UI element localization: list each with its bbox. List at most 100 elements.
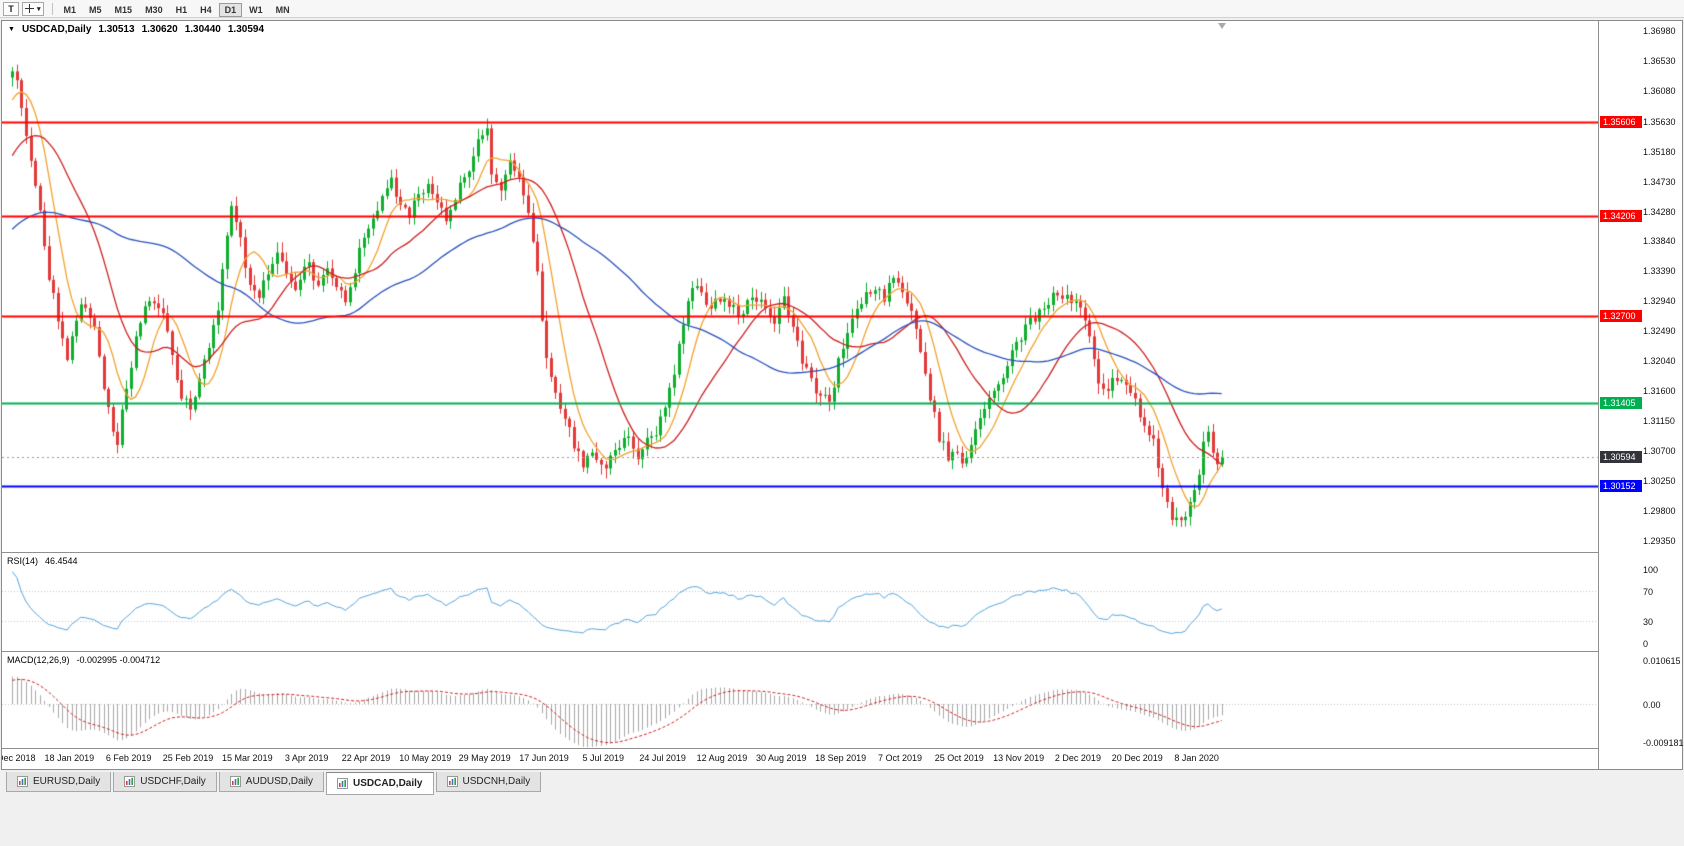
pane-divider[interactable] xyxy=(2,552,1682,553)
date-label: 18 Sep 2019 xyxy=(815,753,867,763)
date-label: 7 Oct 2019 xyxy=(877,753,922,763)
tab-usdcnh-daily[interactable]: USDCNH,Daily xyxy=(435,772,542,792)
timeframe-toolbar: M1 M5 M15 M30 H1 H4 D1 W1 MN xyxy=(58,0,297,18)
date-label: 22 Apr 2019 xyxy=(341,753,391,763)
chart-tab-icon xyxy=(17,776,28,787)
price-axis-tick: 1.31150 xyxy=(1643,415,1675,426)
price-level-label: 1.35606 xyxy=(1600,116,1642,129)
price-axis-tick: 1.33390 xyxy=(1643,266,1676,277)
macd-axis-tick: 0.00 xyxy=(1643,699,1661,710)
price-axis-tick: 1.30250 xyxy=(1643,475,1676,486)
timeframe-button-h1[interactable]: H1 xyxy=(175,4,188,15)
chart-window: ▼ USDCAD,Daily 1.30513 1.30620 1.30440 1… xyxy=(1,20,1684,770)
price-axis-tick: 1.35630 xyxy=(1643,116,1676,127)
tab-eurusd-daily[interactable]: EURUSD,Daily xyxy=(6,772,112,792)
price-axis-tick: 1.32940 xyxy=(1643,296,1676,307)
symbol-dropdown-icon[interactable]: ▼ xyxy=(8,25,15,33)
timeframe-button-m30[interactable]: M30 xyxy=(145,4,163,15)
price-level-label: 1.30594 xyxy=(1600,450,1642,463)
time-axis[interactable]: 31 Dec 2018 18 Jan 2019 6 Feb 2019 25 Feb 2… xyxy=(2,749,1598,769)
price-axis-tick: 1.36080 xyxy=(1643,86,1676,97)
templates-button[interactable]: T xyxy=(3,1,19,16)
macd-axis-tick: -0.009181 xyxy=(1643,738,1684,748)
tab-usdchf-daily[interactable]: USDCHF,Daily xyxy=(113,772,217,792)
date-label: 24 Jul 2019 xyxy=(639,753,686,763)
price-level-label: 1.31405 xyxy=(1600,396,1642,409)
chart-ohlc-readout: ▼ USDCAD,Daily 1.30513 1.30620 1.30440 1… xyxy=(8,24,264,35)
price-axis-tick: 1.30700 xyxy=(1643,445,1676,456)
date-label: 25 Oct 2019 xyxy=(934,753,984,763)
tab-audusd-daily[interactable]: AUDUSD,Daily xyxy=(218,772,325,792)
rsi-header[interactable]: RSI(14) 46.4544 xyxy=(7,556,78,566)
date-label: 30 Aug 2019 xyxy=(756,753,807,763)
timeframe-button-h4[interactable]: H4 xyxy=(200,4,212,15)
price-axis-tick: 1.33840 xyxy=(1643,236,1676,247)
macd-values: -0.002995 -0.004712 xyxy=(76,655,161,665)
date-label: 10 May 2019 xyxy=(399,753,452,763)
tab-label: USDCNH,Daily xyxy=(462,776,531,787)
price-level-label: 1.32700 xyxy=(1600,310,1642,323)
date-label: 8 Jan 2020 xyxy=(1174,753,1219,763)
date-label: 25 Feb 2019 xyxy=(162,753,214,763)
macd-label: MACD(12,26,9) xyxy=(7,655,70,665)
price-axis[interactable]: 1.36980 1.36530 1.36080 1.35630 1.35180 1.347… xyxy=(1598,21,1684,769)
date-label: 20 Dec 2019 xyxy=(1111,753,1163,763)
price-axis-tick: 1.32040 xyxy=(1643,356,1676,367)
main-chart-canvas[interactable] xyxy=(2,21,1598,552)
rsi-axis-tick: 0 xyxy=(1643,639,1649,649)
ohlc-low: 1.30440 xyxy=(184,24,221,35)
ohlc-open: 1.30513 xyxy=(98,24,135,35)
timeframe-button-m15[interactable]: M15 xyxy=(114,4,133,15)
price-axis-tick: 1.29800 xyxy=(1643,505,1676,516)
price-level-label: 1.34206 xyxy=(1600,209,1642,222)
toolbar: T ▾ M1 M5 M15 M30 H1 H4 D1 W1 MN xyxy=(0,0,1684,18)
price-axis-tick: 1.32490 xyxy=(1643,326,1676,337)
rsi-label: RSI(14) xyxy=(7,556,39,566)
timeframe-button-w1[interactable]: W1 xyxy=(249,4,263,15)
date-label: 13 Nov 2019 xyxy=(993,753,1045,763)
date-label: 29 May 2019 xyxy=(458,753,511,763)
price-axis-tick: 1.29350 xyxy=(1643,535,1676,546)
crosshair-tool-button[interactable]: ▾ xyxy=(22,1,44,16)
timeframe-button-d1[interactable]: D1 xyxy=(218,2,243,17)
date-label: 31 Dec 2018 xyxy=(2,753,36,763)
rsi-axis-tick: 100 xyxy=(1643,565,1659,575)
chart-tab-icon xyxy=(124,776,136,787)
macd-indicator-canvas[interactable] xyxy=(2,652,1598,748)
date-label: 3 Apr 2019 xyxy=(284,753,329,763)
tab-label: AUDUSD,Daily xyxy=(245,776,314,787)
date-label: 2 Dec 2019 xyxy=(1054,753,1101,763)
chart-tab-icon xyxy=(446,776,458,787)
tab-label: USDCAD,Daily xyxy=(353,778,423,789)
tab-label: USDCHF,Daily xyxy=(140,776,206,787)
timeframe-button-mn[interactable]: MN xyxy=(275,4,290,15)
rsi-axis-tick: 30 xyxy=(1643,616,1654,627)
pane-divider[interactable] xyxy=(2,651,1682,652)
tab-usdcad-daily[interactable]: USDCAD,Daily xyxy=(326,772,434,795)
price-axis-tick: 1.36530 xyxy=(1643,56,1676,67)
ohlc-close: 1.30594 xyxy=(227,24,265,35)
date-label: 18 Jan 2019 xyxy=(44,753,95,763)
date-label: 5 Jul 2019 xyxy=(582,753,625,763)
price-axis-tick: 1.31600 xyxy=(1643,385,1676,396)
date-label: 15 Mar 2019 xyxy=(222,753,273,763)
timeframe-button-m5[interactable]: M5 xyxy=(89,4,102,15)
rsi-axis-tick: 70 xyxy=(1643,587,1654,598)
chart-tab-bar: EURUSD,Daily USDCHF,Daily AUDUSD,Daily USDC… xyxy=(1,772,1683,795)
price-axis-tick: 1.34730 xyxy=(1643,176,1676,187)
macd-header[interactable]: MACD(12,26,9) -0.002995 -0.004712 xyxy=(7,655,160,665)
chart-tab-icon xyxy=(337,778,349,789)
price-level-label: 1.30152 xyxy=(1600,480,1642,493)
chart-symbol-label: USDCAD,Daily xyxy=(21,24,92,35)
crosshair-icon xyxy=(25,4,34,13)
chart-tab-icon xyxy=(229,776,241,787)
rsi-value: 46.4544 xyxy=(45,556,78,566)
timeframe-button-m1[interactable]: M1 xyxy=(63,4,77,15)
price-axis-tick: 1.35180 xyxy=(1643,146,1676,157)
date-label: 17 Jun 2019 xyxy=(519,753,569,763)
rsi-indicator-canvas[interactable] xyxy=(2,553,1598,651)
ohlc-high: 1.30620 xyxy=(141,24,178,35)
price-axis-tick: 1.36980 xyxy=(1643,26,1676,37)
tab-label: EURUSD,Daily xyxy=(33,776,101,787)
